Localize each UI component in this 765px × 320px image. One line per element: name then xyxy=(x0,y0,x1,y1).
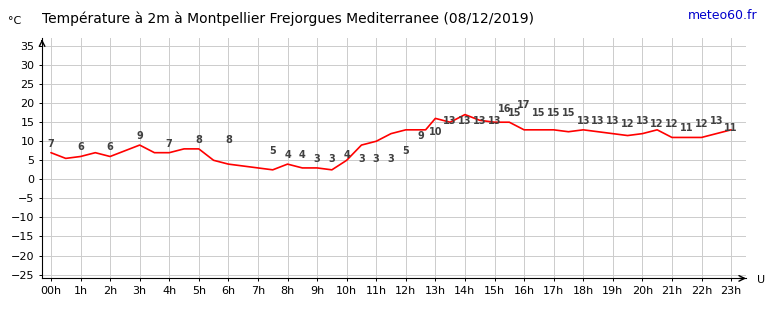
Text: 13: 13 xyxy=(591,116,605,126)
Text: 12: 12 xyxy=(621,119,634,130)
Text: 15: 15 xyxy=(547,108,561,118)
Text: 15: 15 xyxy=(562,108,575,118)
Text: Température à 2m à Montpellier Frejorgues Mediterranee (08/12/2019): Température à 2m à Montpellier Frejorgue… xyxy=(42,11,534,26)
Text: 13: 13 xyxy=(606,116,620,126)
Text: 3: 3 xyxy=(314,154,321,164)
Text: 3: 3 xyxy=(328,154,335,164)
Text: 7: 7 xyxy=(166,139,173,148)
Text: 12: 12 xyxy=(695,119,708,130)
Text: 4: 4 xyxy=(299,150,306,160)
Text: 17: 17 xyxy=(517,100,531,110)
Text: 12: 12 xyxy=(666,119,679,130)
Text: 15: 15 xyxy=(508,108,521,118)
Text: 9: 9 xyxy=(417,131,424,141)
Text: 13: 13 xyxy=(636,116,649,126)
Text: 13: 13 xyxy=(444,116,457,126)
Text: 7: 7 xyxy=(47,139,54,148)
Text: 6: 6 xyxy=(106,142,113,152)
Text: 13: 13 xyxy=(488,116,501,126)
Text: 6: 6 xyxy=(77,142,84,152)
Text: 5: 5 xyxy=(402,146,409,156)
Text: 12: 12 xyxy=(650,119,664,130)
Text: 4: 4 xyxy=(284,150,291,160)
Text: UTC: UTC xyxy=(757,275,765,285)
Text: 13: 13 xyxy=(710,116,723,126)
Text: 13: 13 xyxy=(577,116,590,126)
Text: 8: 8 xyxy=(225,135,232,145)
Text: 11: 11 xyxy=(724,123,737,133)
Text: 3: 3 xyxy=(358,154,365,164)
Text: 16: 16 xyxy=(497,104,511,114)
Text: 8: 8 xyxy=(195,135,202,145)
Text: 13: 13 xyxy=(458,116,472,126)
Text: 11: 11 xyxy=(680,123,694,133)
Text: 4: 4 xyxy=(343,150,350,160)
Text: 15: 15 xyxy=(532,108,545,118)
Text: °C: °C xyxy=(8,16,21,26)
Text: meteo60.fr: meteo60.fr xyxy=(688,9,757,22)
Text: 9: 9 xyxy=(136,131,143,141)
Text: 3: 3 xyxy=(373,154,379,164)
Text: 3: 3 xyxy=(388,154,395,164)
Text: 13: 13 xyxy=(473,116,487,126)
Text: 5: 5 xyxy=(269,146,276,156)
Text: 10: 10 xyxy=(428,127,442,137)
